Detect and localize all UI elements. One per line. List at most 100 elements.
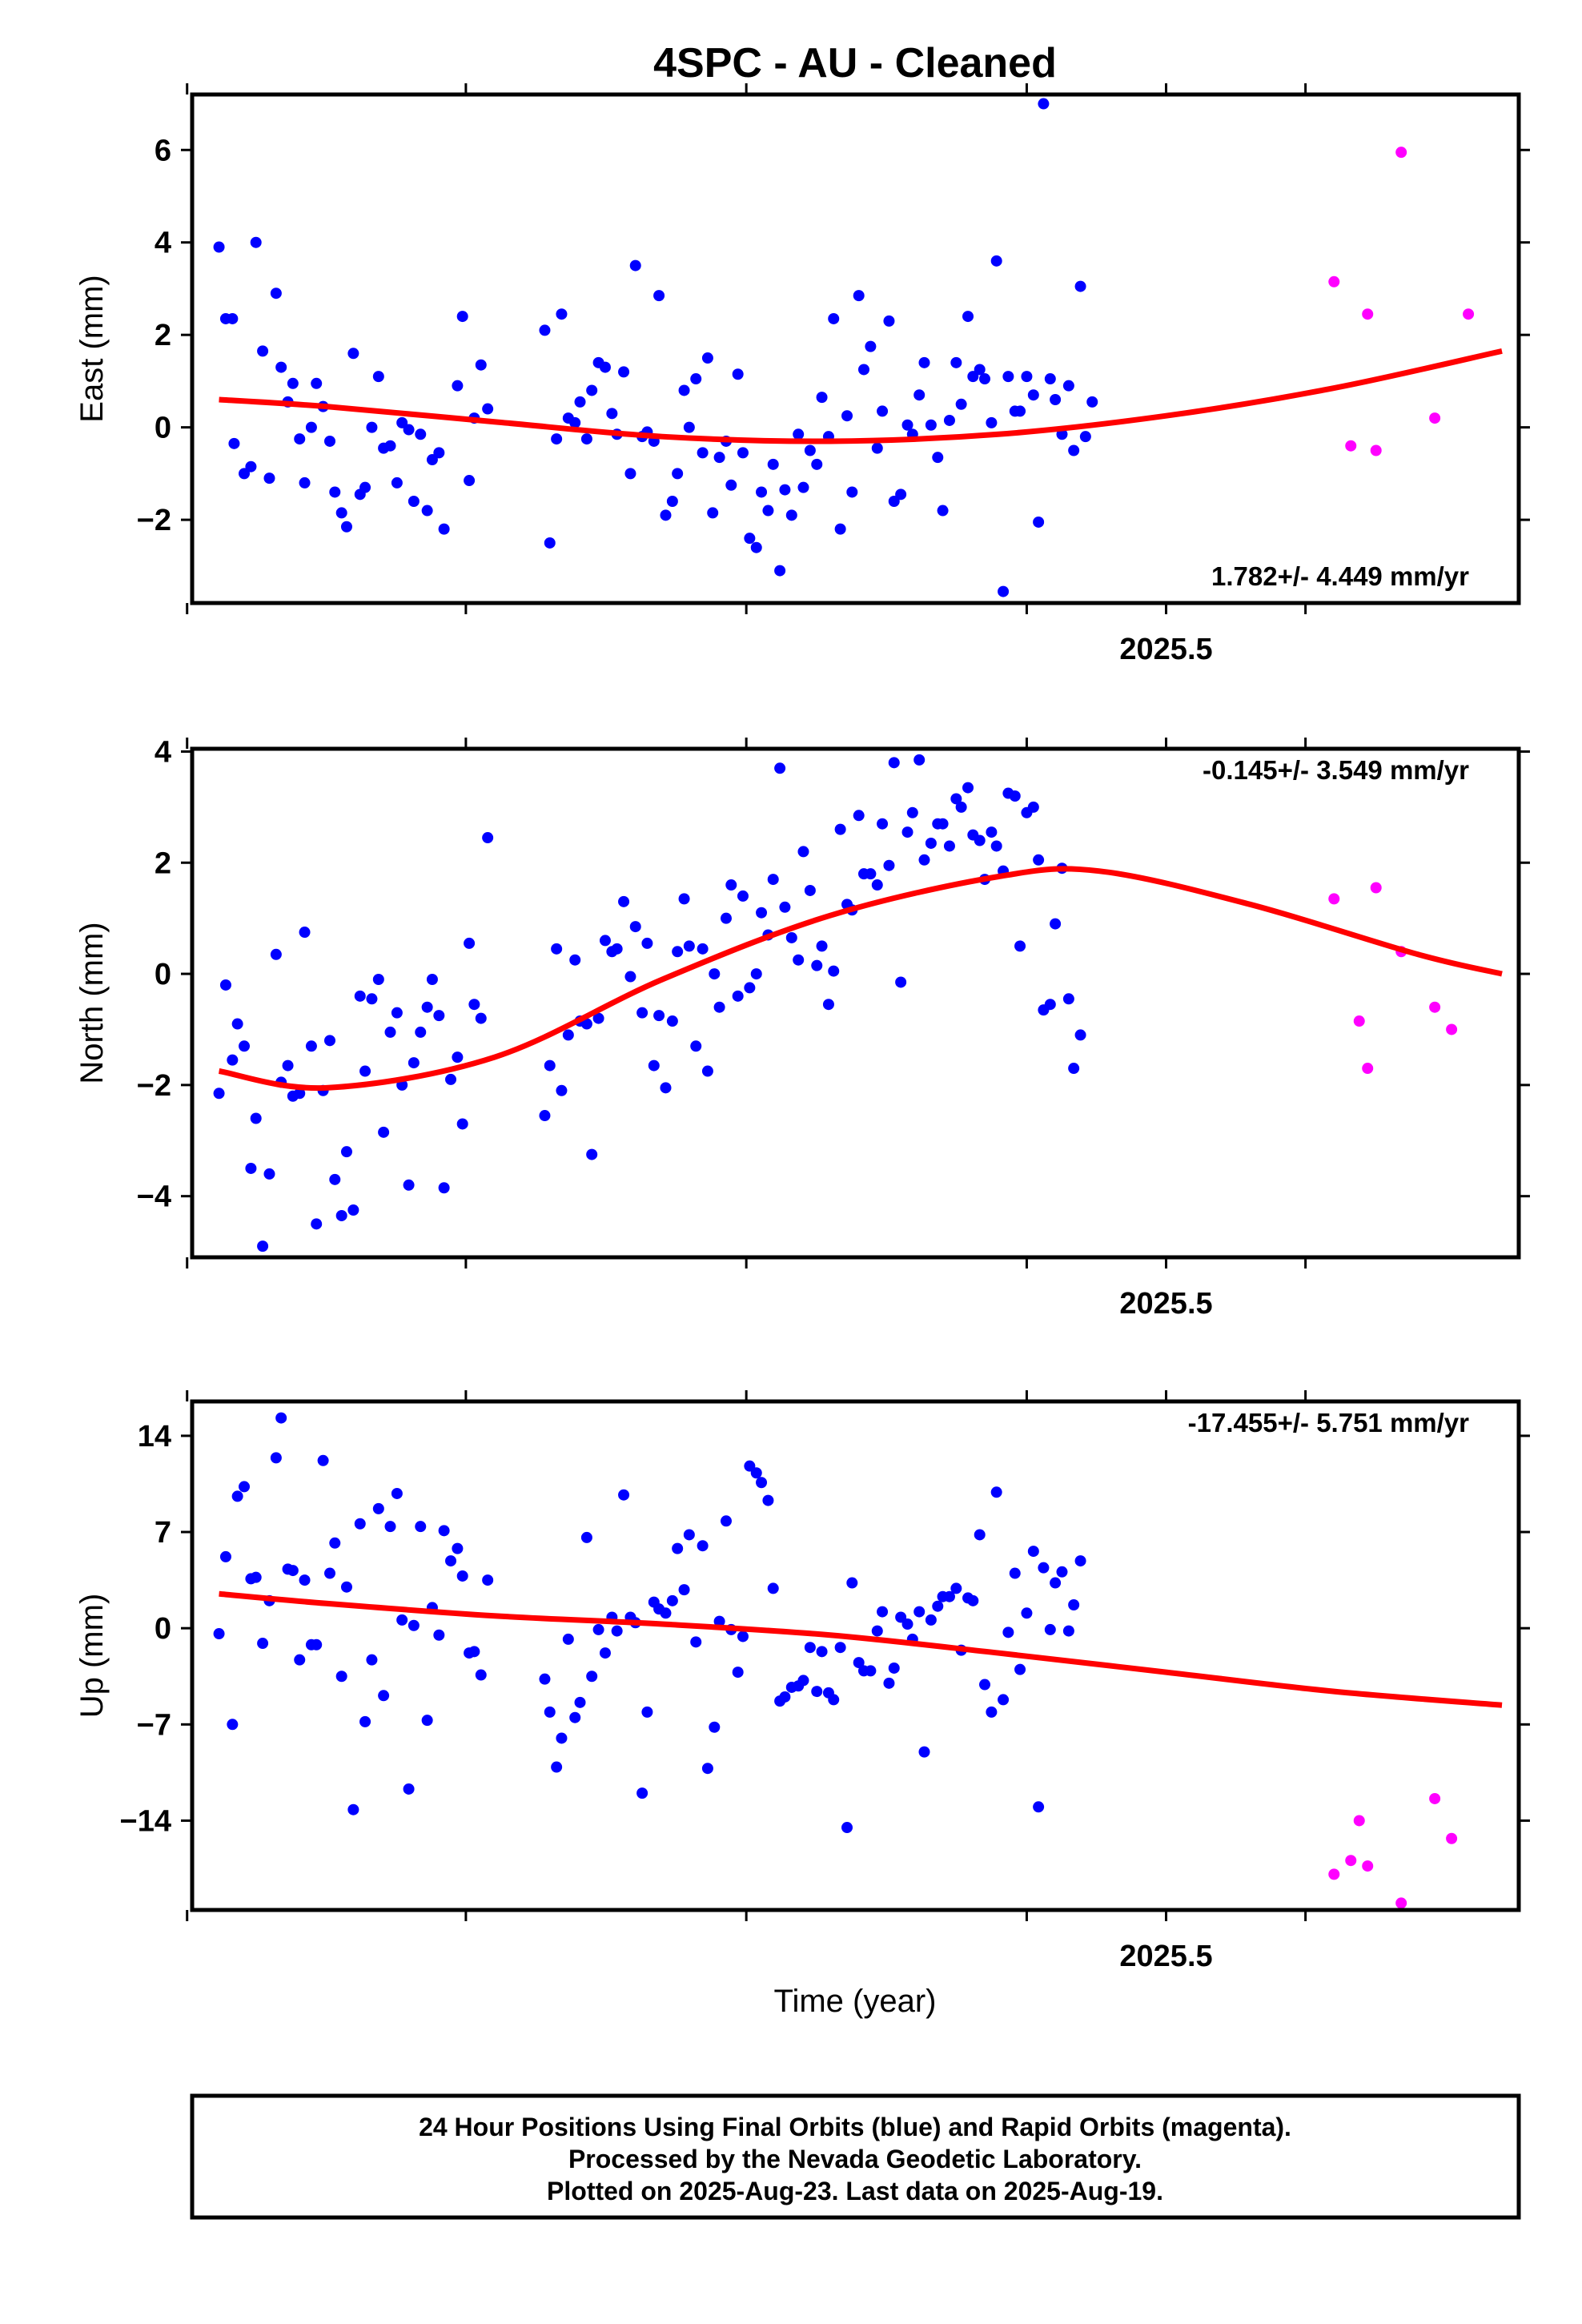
north-final-point [678, 893, 690, 905]
up-rapid-point [1395, 1897, 1407, 1909]
north-final-point [257, 1240, 269, 1252]
north-rapid-point [1429, 1001, 1441, 1013]
north-final-point [943, 840, 955, 852]
up-rate-label: -17.455+/- 5.751 mm/yr [1188, 1408, 1469, 1437]
east-final-point [678, 384, 690, 396]
east-final-point [403, 424, 415, 436]
up-final-point [986, 1706, 998, 1718]
up-final-point [1009, 1567, 1021, 1579]
east-final-point [606, 408, 618, 420]
up-final-point [250, 1571, 262, 1583]
up-final-point [797, 1675, 809, 1687]
east-final-point [672, 468, 684, 480]
east-final-point [426, 454, 438, 466]
east-final-point [305, 421, 317, 433]
up-final-point [974, 1529, 986, 1541]
east-final-point [384, 440, 396, 452]
north-final-point [629, 921, 641, 933]
up-final-point [1050, 1577, 1062, 1589]
up-final-point [213, 1628, 225, 1640]
up-final-point [569, 1711, 581, 1723]
up-final-point [932, 1600, 944, 1612]
north-final-point [245, 1162, 257, 1174]
north-final-point [219, 979, 231, 991]
north-final-point [1062, 993, 1074, 1005]
footer-line-2: Processed by the Nevada Geodetic Laborat… [568, 2145, 1142, 2173]
up-rapid-point [1429, 1792, 1441, 1804]
east-final-point [1044, 373, 1056, 385]
up-final-point [1002, 1626, 1014, 1638]
up-final-point [660, 1607, 672, 1619]
north-final-point [1074, 1029, 1086, 1041]
east-final-point [986, 416, 998, 428]
east-final-point [391, 476, 403, 489]
up-final-point [359, 1715, 371, 1727]
up-final-point [323, 1567, 335, 1579]
north-fit-line [218, 866, 1503, 1092]
north-final-point [282, 1059, 294, 1072]
east-final-point [804, 444, 816, 456]
east-fit-line [219, 348, 1503, 444]
up-final-point [846, 1577, 858, 1589]
east-final-point [998, 585, 1010, 597]
up-final-point [750, 1467, 762, 1479]
up-rapid-point [1345, 1855, 1357, 1867]
east-final-point [1038, 98, 1050, 110]
east-final-point [323, 435, 335, 447]
north-ticks: −4 −2 0 2 4 [137, 735, 1530, 1269]
north-final-point [888, 757, 900, 769]
up-final-point [556, 1732, 568, 1744]
up-final-point [311, 1638, 323, 1651]
east-final-point [586, 384, 598, 396]
up-ytick-label: 0 [155, 1612, 171, 1646]
east-final-point [245, 460, 257, 472]
north-final-point [709, 968, 721, 980]
up-final-point [1014, 1663, 1026, 1675]
north-final-point [690, 1040, 702, 1052]
up-xtick-label: 2025.5 [1119, 1940, 1212, 1973]
east-final-point [456, 311, 468, 323]
east-final-point [366, 421, 378, 433]
north-final-point [250, 1112, 262, 1124]
up-ytick-label: 14 [138, 1420, 171, 1454]
up-final-point [391, 1487, 403, 1499]
up-final-point [239, 1481, 251, 1493]
up-final-point [1033, 1801, 1045, 1813]
up-final-point [865, 1665, 877, 1677]
north-final-point [305, 1040, 317, 1052]
north-final-point [986, 826, 998, 838]
up-final-point [574, 1696, 586, 1708]
up-final-point [877, 1606, 889, 1618]
east-final-point [544, 537, 556, 549]
up-final-point [701, 1763, 713, 1775]
north-final-point [433, 1010, 445, 1022]
up-final-point [611, 1625, 623, 1637]
up-final-point [347, 1803, 359, 1815]
east-final-point [925, 419, 937, 431]
north-ytick-label: 2 [155, 846, 171, 880]
north-final-point [1044, 999, 1056, 1011]
north-final-point [227, 1054, 239, 1066]
up-final-point [913, 1606, 926, 1618]
north-ytick-label: 4 [155, 735, 171, 769]
north-final-point [883, 859, 895, 871]
east-final-point [1002, 371, 1014, 383]
up-final-point [562, 1633, 574, 1645]
north-final-point [544, 1059, 556, 1072]
north-final-point [586, 1148, 598, 1160]
north-final-point [785, 931, 797, 943]
east-final-point [853, 290, 865, 302]
east-final-points [213, 98, 1098, 597]
up-final-point [990, 1486, 1002, 1498]
north-final-point [853, 810, 865, 822]
north-final-point [767, 874, 779, 886]
north-final-point [299, 927, 311, 939]
up-final-point [1027, 1546, 1039, 1558]
east-final-point [950, 356, 962, 368]
up-final-point [641, 1706, 653, 1718]
north-final-point [822, 999, 834, 1011]
east-final-point [311, 377, 323, 389]
up-final-point [672, 1542, 684, 1554]
east-final-point [797, 481, 809, 493]
up-rapid-point [1446, 1832, 1458, 1844]
